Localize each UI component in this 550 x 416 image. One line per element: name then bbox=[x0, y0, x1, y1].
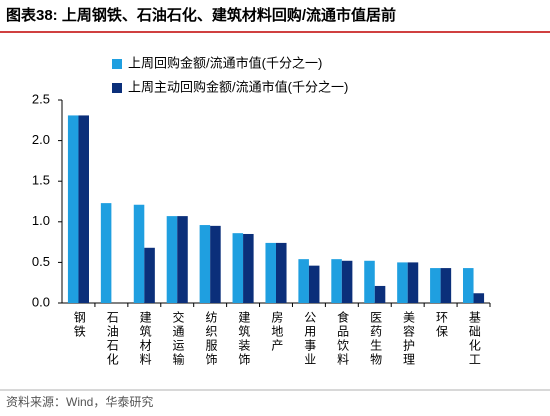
bar bbox=[331, 259, 342, 303]
x-tick-label: 美容护理 bbox=[402, 311, 416, 367]
x-tick-label: 基础化工 bbox=[467, 311, 481, 367]
y-tick-label: 1.5 bbox=[32, 173, 50, 188]
bar bbox=[78, 115, 89, 303]
x-tick-label: 钢铁 bbox=[72, 311, 86, 339]
y-tick-label: 2.0 bbox=[32, 132, 50, 147]
x-tick-label: 公用事业 bbox=[303, 311, 317, 367]
bar bbox=[243, 233, 254, 303]
x-tick-label: 食品饮料 bbox=[336, 310, 350, 367]
bar bbox=[67, 115, 79, 303]
chart-title: 图表38: 上周钢铁、石油石化、建筑材料回购/流通市值居前 bbox=[6, 6, 396, 24]
bar bbox=[430, 268, 441, 303]
x-tick-label: 房地产 bbox=[270, 310, 284, 353]
x-tick-label: 石油石化 bbox=[105, 311, 119, 367]
bar bbox=[232, 233, 244, 303]
bar bbox=[144, 247, 155, 303]
legend-swatch bbox=[112, 83, 122, 93]
bar bbox=[166, 216, 178, 303]
bar bbox=[265, 242, 276, 303]
bar bbox=[374, 285, 386, 303]
bar bbox=[100, 203, 112, 303]
legend-label: 上周回购金额/流通市值(千分之一) bbox=[128, 55, 322, 70]
bar bbox=[341, 260, 353, 303]
y-tick-label: 1.0 bbox=[32, 213, 50, 228]
bar bbox=[210, 225, 221, 303]
legend-label: 上周主动回购金额/流通市值(千分之一) bbox=[128, 79, 348, 94]
bar bbox=[199, 225, 211, 303]
y-tick-label: 0.0 bbox=[32, 294, 50, 309]
y-tick-label: 2.5 bbox=[32, 91, 50, 106]
bar bbox=[298, 259, 309, 303]
source: 资料来源：Wind，华泰研究 bbox=[6, 394, 153, 409]
bar bbox=[133, 204, 145, 303]
x-tick-label: 建筑材料 bbox=[138, 311, 152, 367]
bar bbox=[397, 262, 408, 303]
x-tick-label: 纺织服饰 bbox=[204, 311, 218, 367]
bar bbox=[473, 293, 485, 303]
bar bbox=[364, 260, 375, 303]
bar bbox=[463, 268, 474, 303]
bar bbox=[440, 268, 452, 303]
x-tick-label: 建筑装饰 bbox=[237, 311, 251, 367]
bar bbox=[308, 265, 320, 303]
x-tick-label: 医药生物 bbox=[369, 311, 383, 367]
y-tick-label: 0.5 bbox=[32, 254, 50, 269]
x-tick-label: 环保 bbox=[434, 311, 448, 339]
legend-swatch bbox=[112, 59, 122, 69]
bar bbox=[177, 216, 188, 303]
bar bbox=[276, 242, 287, 303]
x-tick-label: 交通运输 bbox=[171, 310, 185, 367]
bar bbox=[407, 262, 419, 303]
